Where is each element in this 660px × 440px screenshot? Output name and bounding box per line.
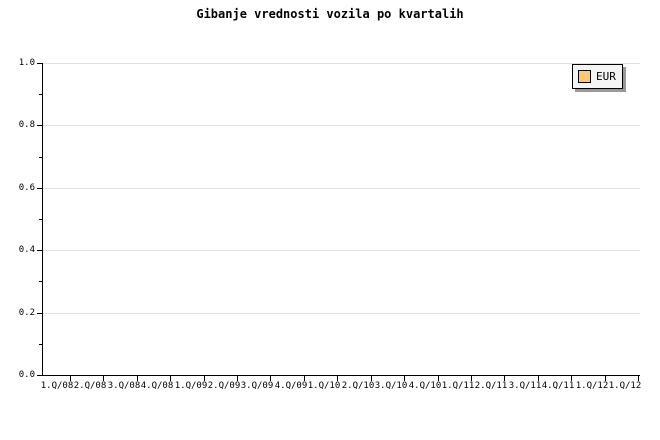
x-axis-label: 1.Q/10: [307, 381, 341, 391]
x-axis-label: 1.Q/09: [174, 381, 208, 391]
x-axis-tick: [70, 376, 71, 381]
x-axis-label: 2.Q/11: [474, 381, 508, 391]
y-gridline: [43, 125, 640, 126]
y-axis-minor-tick: [39, 94, 42, 95]
y-gridline: [43, 313, 640, 314]
y-axis-label: 0.4: [18, 245, 35, 255]
x-axis-label: 1.Q/12: [608, 381, 642, 391]
x-axis-tick: [404, 376, 405, 381]
x-axis-tick: [137, 376, 138, 381]
x-axis-tick: [504, 376, 505, 381]
x-axis-label: 2.Q/08: [73, 381, 107, 391]
x-axis-label: 2.Q/10: [341, 381, 375, 391]
x-axis-label: 3.Q/09: [240, 381, 274, 391]
y-axis-minor-tick: [39, 344, 42, 345]
y-axis-minor-tick: [39, 281, 42, 282]
y-axis-label: 0.8: [18, 120, 35, 130]
x-axis-tick: [438, 376, 439, 381]
y-axis-label: 0.6: [18, 183, 35, 193]
x-axis-tick: [371, 376, 372, 381]
x-axis-label: 4.Q/10: [408, 381, 442, 391]
x-axis-tick: [237, 376, 238, 381]
y-axis-major-tick: [37, 188, 42, 189]
x-axis-label: 3.Q/11: [508, 381, 542, 391]
y-axis-minor-tick: [39, 157, 42, 158]
y-gridline: [43, 250, 640, 251]
x-axis-label: 1.Q/08: [40, 381, 74, 391]
x-axis-tick: [471, 376, 472, 381]
y-axis-label: 1.0: [18, 58, 35, 68]
x-axis-tick: [571, 376, 572, 381]
y-axis-line: [42, 63, 43, 376]
x-axis-label: 3.Q/08: [107, 381, 141, 391]
x-axis-label: 1.Q/11: [441, 381, 475, 391]
y-axis-major-tick: [37, 250, 42, 251]
x-axis-tick: [337, 376, 338, 381]
x-axis-label: 4.Q/08: [140, 381, 174, 391]
x-axis-tick: [304, 376, 305, 381]
legend-label: EUR: [596, 70, 616, 83]
x-axis-label: 3.Q/10: [374, 381, 408, 391]
y-axis-minor-tick: [39, 219, 42, 220]
x-axis-label: 1.Q/12: [575, 381, 609, 391]
x-axis-tick: [538, 376, 539, 381]
y-axis-label: 0.0: [18, 370, 35, 380]
y-axis-major-tick: [37, 125, 42, 126]
legend-box: EUR: [572, 64, 623, 89]
x-axis-label: 4.Q/11: [541, 381, 575, 391]
x-axis-tick: [103, 376, 104, 381]
y-axis-label: 0.2: [18, 308, 35, 318]
y-gridline: [43, 63, 640, 64]
x-axis-tick: [270, 376, 271, 381]
y-axis-major-tick: [37, 313, 42, 314]
y-axis-major-tick: [37, 375, 42, 376]
x-axis-label: 2.Q/09: [207, 381, 241, 391]
x-axis-label: 4.Q/09: [274, 381, 308, 391]
legend-swatch-icon: [578, 70, 591, 83]
x-axis-tick: [638, 376, 639, 381]
y-gridline: [43, 188, 640, 189]
x-axis-tick: [204, 376, 205, 381]
chart-title: Gibanje vrednosti vozila po kvartalih: [196, 7, 464, 21]
x-axis-tick: [605, 376, 606, 381]
y-axis-major-tick: [37, 63, 42, 64]
x-axis-tick: [170, 376, 171, 381]
x-axis-line: [42, 375, 640, 376]
